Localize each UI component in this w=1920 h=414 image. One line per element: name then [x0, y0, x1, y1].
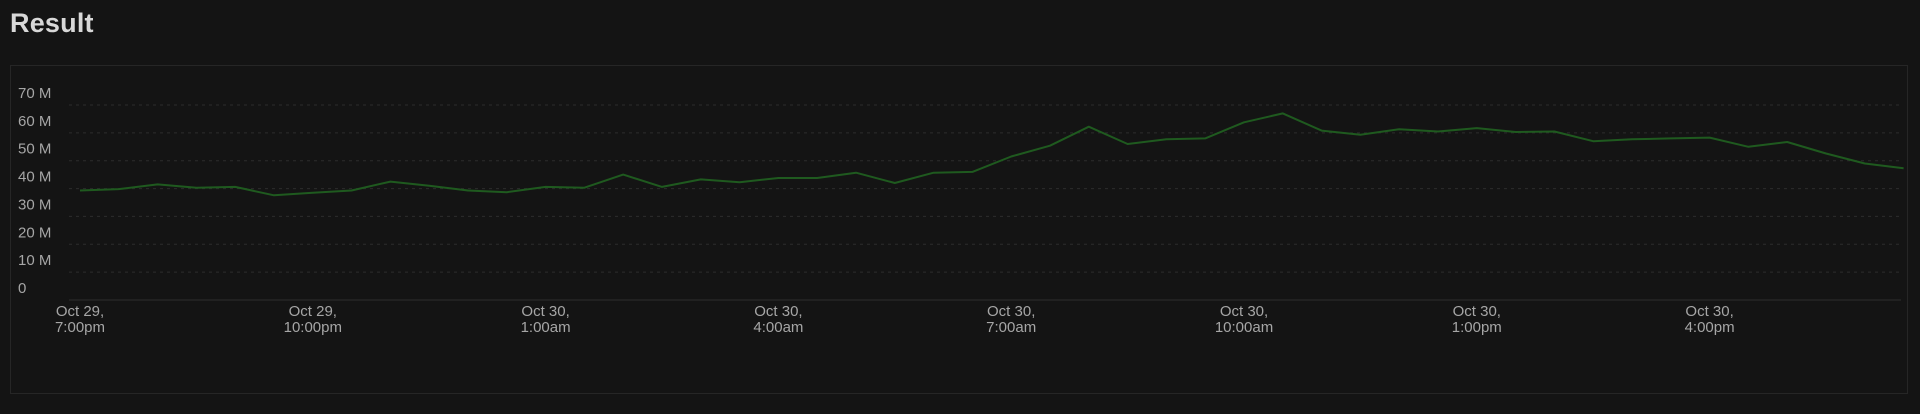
y-tick-label: 60 M [18, 113, 51, 130]
series-line [80, 113, 1904, 195]
y-tick-label: 10 M [18, 252, 51, 269]
x-tick-label: 10:00am [1215, 319, 1273, 336]
y-tick-label: 0 [18, 280, 26, 297]
x-tick-label: Oct 30, [521, 303, 569, 320]
x-tick-label: 4:00pm [1685, 319, 1735, 336]
chart-panel: 0 10 M 20 M 30 M 40 M 50 M 60 M 70 M Oct 29, 7:00… [10, 65, 1908, 394]
x-tick-label: 1:00am [521, 319, 571, 336]
x-tick-label: Oct 30, [987, 303, 1035, 320]
x-tick-label: Oct 29, [289, 303, 337, 320]
y-tick-label: 40 M [18, 169, 51, 186]
x-tick-label: Oct 30, [754, 303, 802, 320]
x-tick-label: Oct 30, [1685, 303, 1733, 320]
x-tick-label: Oct 30, [1220, 303, 1268, 320]
x-tick-label: Oct 29, [56, 303, 104, 320]
x-tick-label: Oct 30, [1453, 303, 1501, 320]
y-tick-label: 50 M [18, 141, 51, 158]
y-tick-label: 20 M [18, 224, 51, 241]
x-tick-label: 7:00pm [55, 319, 105, 336]
x-tick-label: 7:00am [986, 319, 1036, 336]
page-title: Result [10, 8, 94, 39]
y-tick-label: 70 M [18, 85, 51, 102]
x-tick-label: 1:00pm [1452, 319, 1502, 336]
y-tick-label: 30 M [18, 196, 51, 213]
x-tick-label: 4:00am [753, 319, 803, 336]
x-tick-label: 10:00pm [284, 319, 342, 336]
